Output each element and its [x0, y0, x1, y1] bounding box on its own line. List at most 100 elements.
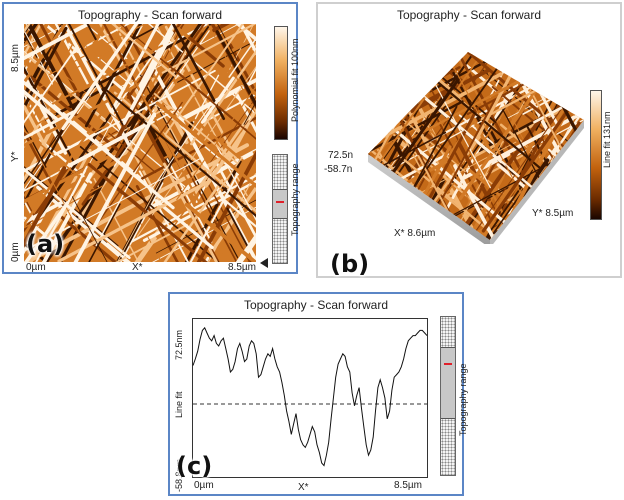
height-colorbar [274, 26, 288, 140]
texture-stripe [189, 173, 239, 262]
texture-stripe [214, 156, 243, 197]
panel-c-line-profile: Topography - Scan forward 72.5nm Line fi… [168, 292, 468, 496]
texture-stripe [73, 112, 157, 262]
texture-stripe [558, 98, 584, 196]
texture-stripe [437, 98, 569, 240]
texture-stripe [171, 24, 226, 121]
topography-range-slider-c[interactable] [440, 316, 456, 476]
texture-stripe [368, 52, 427, 113]
texture-stripe [99, 24, 143, 103]
texture-stripe [234, 90, 256, 134]
texture-stripe [432, 155, 528, 240]
texture-stripe [24, 166, 67, 248]
texture-stripe [163, 24, 244, 136]
texture-stripe [196, 150, 256, 262]
texture-stripe [496, 52, 575, 121]
texture-stripe [138, 24, 212, 126]
texture-stripe [110, 24, 160, 113]
texture-stripe [368, 185, 415, 215]
topography-range-slider[interactable] [272, 154, 288, 264]
texture-stripe [163, 179, 224, 262]
texture-stripe [61, 24, 139, 131]
texture-stripe [220, 196, 256, 228]
texture-stripe [86, 24, 97, 41]
colorbar-label: Polynomial fit 100nm [290, 38, 300, 122]
texture-stripe [117, 163, 171, 262]
texture-stripe [226, 207, 250, 249]
texture-stripe [24, 65, 77, 166]
texture-stripe [368, 52, 409, 93]
texture-stripe [95, 165, 139, 247]
texture-stripe [111, 24, 177, 78]
texture-stripe [24, 127, 85, 243]
x-tick-right-c: 8.5µm [394, 480, 422, 491]
texture-stripe [422, 95, 539, 193]
texture-stripe [228, 37, 256, 78]
texture-stripe [244, 110, 256, 129]
texture-stripe [24, 104, 48, 150]
x-tick-right: 8.5µm [228, 262, 256, 273]
texture-stripe [59, 120, 152, 172]
texture-stripe [207, 171, 256, 262]
height-colorbar-3d [590, 90, 602, 220]
texture-stripe [368, 72, 503, 189]
texture-stripe [368, 85, 455, 184]
texture-stripe [376, 52, 410, 85]
range-label-c: Topography range [458, 363, 468, 436]
z-top-label: 72.5n [328, 150, 354, 161]
texture-stripe [24, 75, 105, 191]
texture-stripe [368, 61, 383, 104]
panel-a-topography-2d: Topography - Scan forward 8.5µm Y* 0µm 0… [2, 2, 300, 274]
texture-stripe [39, 63, 94, 110]
y-axis-label: Y* [10, 151, 21, 162]
texture-stripe [176, 77, 256, 124]
texture-stripe [24, 185, 104, 229]
x-axis-3d-label: X* 8.6µm [394, 228, 436, 239]
texture-stripe [106, 242, 132, 262]
texture-stripe [94, 101, 183, 228]
texture-stripe [456, 140, 491, 202]
panel-a-label: (a) [26, 230, 65, 258]
texture-stripe [243, 100, 256, 125]
y-tick-bottom: 0µm [10, 242, 21, 262]
range-pointer-icon[interactable] [260, 258, 268, 268]
texture-stripe [205, 179, 251, 262]
texture-stripe [526, 196, 553, 240]
texture-stripe [368, 205, 391, 239]
texture-stripe [126, 174, 256, 245]
topography-image-2d[interactable] [24, 24, 256, 262]
texture-stripe [228, 43, 256, 97]
texture-stripe [119, 24, 247, 131]
range-marker-c [444, 363, 452, 365]
texture-stripe [428, 52, 575, 218]
texture-stripe [24, 198, 36, 222]
texture-stripe [24, 45, 79, 124]
texture-stripe [368, 114, 493, 224]
y-top-label: 72.5nm [174, 329, 184, 360]
texture-stripe [49, 44, 164, 106]
texture-stripe [513, 52, 575, 81]
texture-stripe [128, 24, 165, 43]
texture-stripe [24, 143, 250, 262]
texture-stripe [176, 85, 256, 201]
texture-stripe [39, 24, 84, 103]
topography-surface-3d[interactable] [358, 44, 590, 244]
texture-stripe [208, 96, 256, 166]
texture-stripe [24, 130, 99, 173]
texture-stripe [408, 83, 548, 200]
texture-stripe [24, 26, 68, 111]
texture-stripe [24, 148, 141, 214]
texture-stripe [458, 52, 584, 201]
texture-stripe [91, 24, 107, 48]
y-axis-3d-label: Y* 8.5µm [532, 208, 574, 219]
texture-stripe [235, 233, 256, 262]
texture-stripe [122, 31, 174, 125]
y-mid-label: Line fit [174, 391, 184, 418]
panel-b-label: (b) [330, 250, 370, 278]
texture-stripe [24, 124, 47, 168]
texture-stripe [35, 165, 88, 262]
texture-stripe [214, 142, 256, 221]
texture-stripe [96, 55, 240, 176]
line-profile-plot[interactable] [192, 318, 428, 478]
texture-stripe [48, 24, 146, 76]
